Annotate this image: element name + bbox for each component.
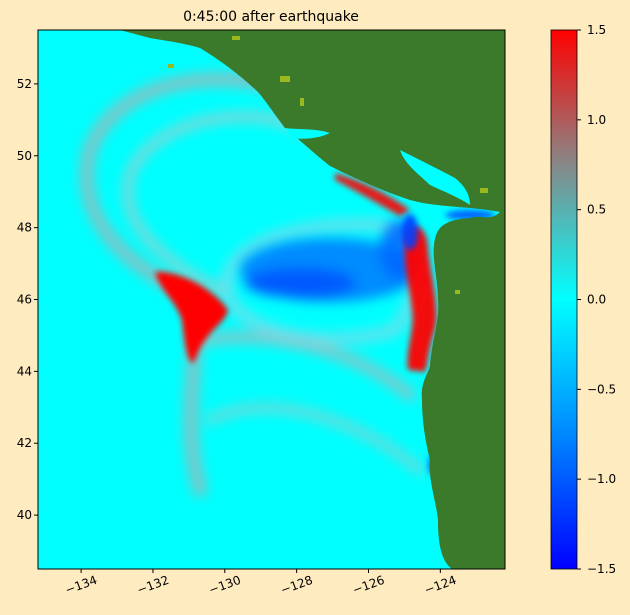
colorbar-gradient [550,29,578,570]
x-tick-label: −134 [63,573,99,597]
chart-title: 0:45:00 after earthquake [183,9,359,25]
colorbar-tick-label: 1.5 [587,23,606,37]
x-tick-label: −130 [207,573,243,597]
positive-crest [155,173,437,372]
colorbar-ticks: −1.5 −1.0 −0.5 0.0 0.5 1.0 1.5 [577,23,616,576]
land-fringe [168,36,488,294]
y-tick-label: 50 [17,149,32,163]
y-tick-label: 40 [17,508,32,522]
outer-wave-ring [80,72,337,497]
y-tick-label: 46 [17,293,32,307]
x-tick-label: −132 [135,573,171,597]
y-axis: 40 42 44 46 48 50 52 [17,77,38,522]
y-tick-label: 42 [17,436,32,450]
y-tick-label: 44 [17,364,32,378]
colorbar-tick-label: −1.5 [587,562,616,576]
inner-wave-ring [122,111,325,295]
colorbar-tick-label: 1.0 [587,113,606,127]
southern-wave-front-2 [205,403,425,475]
plot-area [38,30,505,569]
y-tick-label: 52 [17,77,32,91]
x-tick-label: −126 [351,573,387,597]
colorbar: −1.5 −1.0 −0.5 0.0 0.5 1.0 1.5 [550,23,616,576]
colorbar-tick-label: 0.5 [587,203,606,217]
x-tick-label: −124 [422,573,458,597]
colorbar-tick-label: −0.5 [587,382,616,396]
wave-field [80,72,425,497]
x-tick-label: −128 [279,573,315,597]
colorbar-tick-label: −1.0 [587,472,616,486]
southern-wave-front [199,331,416,401]
colorbar-tick-label: 0.0 [587,293,606,307]
land-mass [120,30,505,569]
x-axis: −134 −132 −130 −128 −126 −124 [63,569,458,597]
inlet-water [285,128,470,205]
y-tick-label: 48 [17,221,32,235]
